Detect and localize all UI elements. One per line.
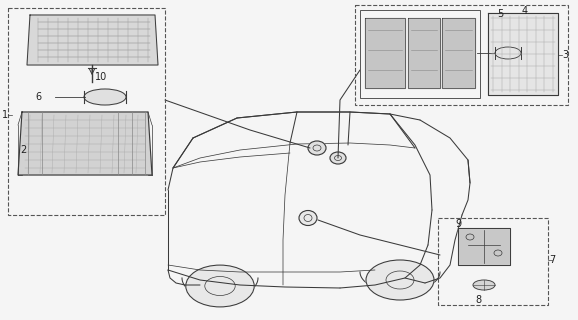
Text: 9: 9: [455, 219, 461, 229]
Text: 1: 1: [2, 110, 8, 120]
Text: 7: 7: [549, 255, 555, 265]
Ellipse shape: [299, 211, 317, 226]
Text: 3: 3: [562, 50, 568, 60]
Ellipse shape: [366, 260, 434, 300]
Text: 4: 4: [522, 6, 528, 16]
Polygon shape: [18, 112, 152, 175]
Ellipse shape: [473, 280, 495, 290]
Ellipse shape: [308, 141, 326, 155]
Ellipse shape: [186, 265, 254, 307]
Polygon shape: [408, 18, 440, 88]
Polygon shape: [27, 15, 158, 65]
Text: 6: 6: [35, 92, 41, 102]
Text: 8: 8: [475, 295, 481, 305]
Polygon shape: [365, 18, 405, 88]
Polygon shape: [458, 228, 510, 265]
Text: 2: 2: [20, 145, 26, 155]
Polygon shape: [442, 18, 475, 88]
Ellipse shape: [330, 152, 346, 164]
Polygon shape: [488, 13, 558, 95]
Ellipse shape: [495, 47, 521, 59]
Text: 10: 10: [95, 72, 108, 82]
Ellipse shape: [84, 89, 126, 105]
Text: 5: 5: [497, 9, 503, 19]
